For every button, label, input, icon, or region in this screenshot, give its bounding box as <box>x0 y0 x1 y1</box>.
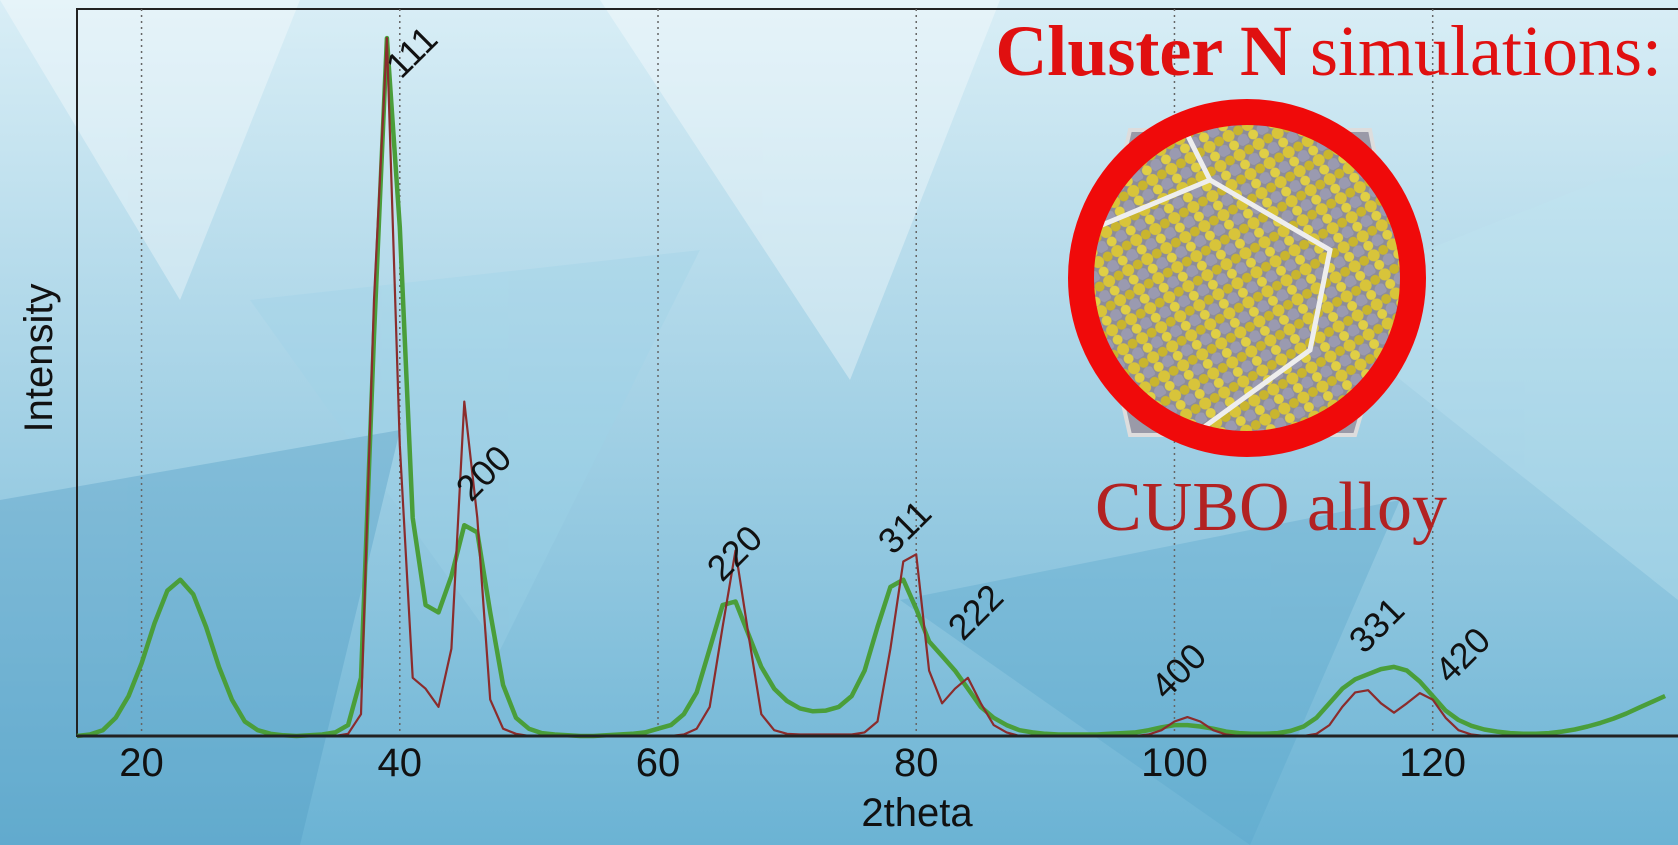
y-axis-label: Intensity <box>17 284 61 433</box>
series-line <box>76 35 1667 739</box>
x-tick-label: 80 <box>894 741 939 785</box>
x-tick-label: 60 <box>636 741 681 785</box>
inset-caption: CUBO alloy <box>1095 469 1447 546</box>
title-rest: simulations: <box>1310 11 1662 91</box>
highlight-ring <box>1068 99 1426 457</box>
x-tick-label: 40 <box>378 741 423 785</box>
title-bold: Cluster N <box>995 11 1292 91</box>
cluster-inset <box>1068 99 1426 457</box>
x-axis-label: 2theta <box>861 791 973 835</box>
cluster-atoms <box>1081 112 1413 444</box>
x-tick-label: 120 <box>1399 741 1466 785</box>
x-tick-label: 100 <box>1141 741 1208 785</box>
x-tick-label: 20 <box>119 741 164 785</box>
